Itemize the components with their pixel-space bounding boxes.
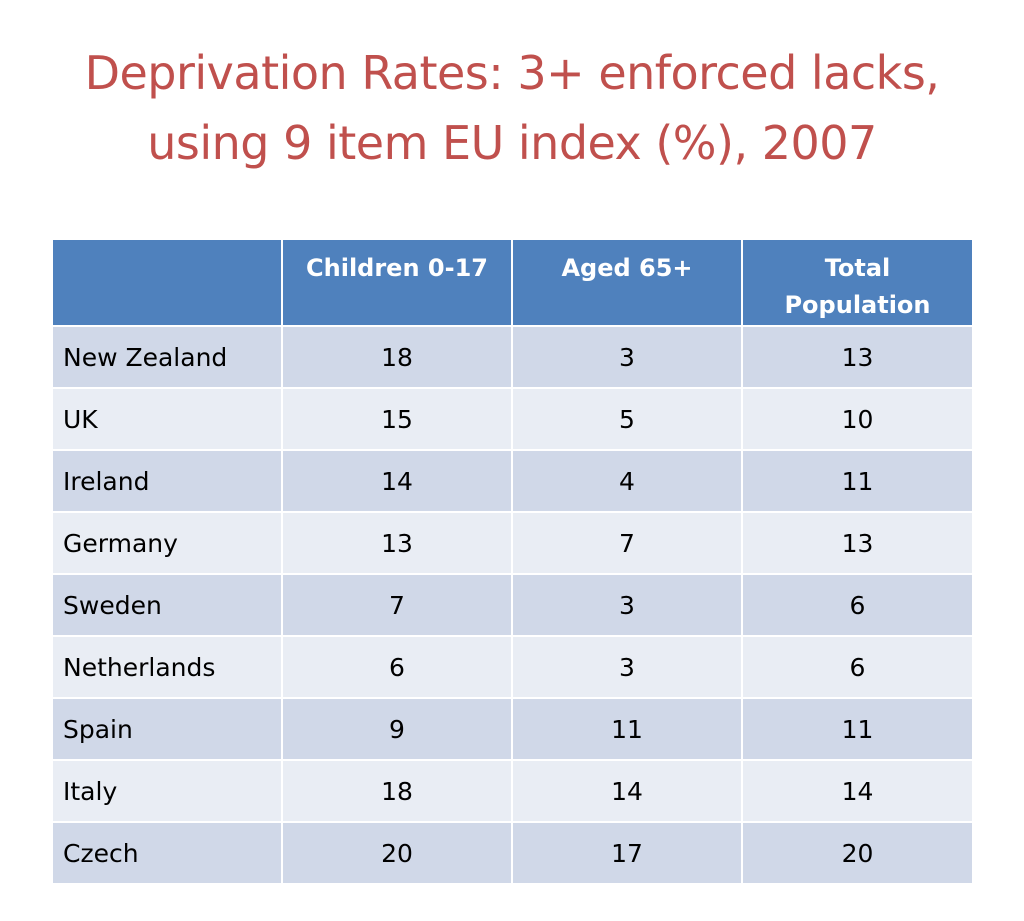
cell-country: Germany [51,511,283,575]
header-total-label-line1: Total [824,254,891,282]
table-body: New Zealand 18 3 13 UK 15 5 10 Ireland 14 4 11 Germa… [51,325,974,885]
table-row: Spain 9 11 11 [51,697,974,761]
cell-aged: 11 [511,697,743,761]
cell-children: 14 [281,449,513,513]
table-row: New Zealand 18 3 13 [51,325,974,389]
cell-children: 18 [281,759,513,823]
cell-total: 13 [741,511,974,575]
cell-aged: 5 [511,387,743,451]
cell-children: 18 [281,325,513,389]
header-aged: Aged 65+ [511,238,743,327]
table-row: Czech 20 17 20 [51,821,974,885]
cell-children: 20 [281,821,513,885]
cell-total: 14 [741,759,974,823]
cell-country: Spain [51,697,283,761]
table-row: Germany 13 7 13 [51,511,974,575]
cell-aged: 3 [511,573,743,637]
deprivation-table: Children 0-17 Aged 65+ Total Population … [51,238,974,885]
table-row: UK 15 5 10 [51,387,974,451]
table-row: Ireland 14 4 11 [51,449,974,513]
cell-aged: 17 [511,821,743,885]
header-total-label-line2: Population [784,291,931,319]
cell-country: UK [51,387,283,451]
header-aged-label: Aged 65+ [561,254,693,282]
slide-title: Deprivation Rates: 3+ enforced lacks, us… [0,38,1024,178]
cell-total: 11 [741,449,974,513]
header-country [51,238,283,327]
cell-aged: 14 [511,759,743,823]
cell-total: 20 [741,821,974,885]
cell-country: Ireland [51,449,283,513]
cell-aged: 3 [511,635,743,699]
cell-children: 6 [281,635,513,699]
title-line-1: Deprivation Rates: 3+ enforced lacks, [84,46,940,100]
cell-total: 11 [741,697,974,761]
cell-country: New Zealand [51,325,283,389]
cell-aged: 3 [511,325,743,389]
table-row: Sweden 7 3 6 [51,573,974,637]
table-header-row: Children 0-17 Aged 65+ Total Population [51,238,974,327]
cell-aged: 4 [511,449,743,513]
cell-total: 10 [741,387,974,451]
header-children: Children 0-17 [281,238,513,327]
cell-children: 9 [281,697,513,761]
header-total: Total Population [741,238,974,327]
title-line-2: using 9 item EU index (%), 2007 [147,116,877,170]
cell-children: 15 [281,387,513,451]
cell-country: Czech [51,821,283,885]
cell-country: Italy [51,759,283,823]
cell-country: Sweden [51,573,283,637]
cell-country: Netherlands [51,635,283,699]
cell-aged: 7 [511,511,743,575]
cell-total: 6 [741,573,974,637]
cell-children: 13 [281,511,513,575]
table-row: Italy 18 14 14 [51,759,974,823]
cell-total: 6 [741,635,974,699]
table-row: Netherlands 6 3 6 [51,635,974,699]
header-children-label: Children 0-17 [306,254,488,282]
cell-total: 13 [741,325,974,389]
cell-children: 7 [281,573,513,637]
